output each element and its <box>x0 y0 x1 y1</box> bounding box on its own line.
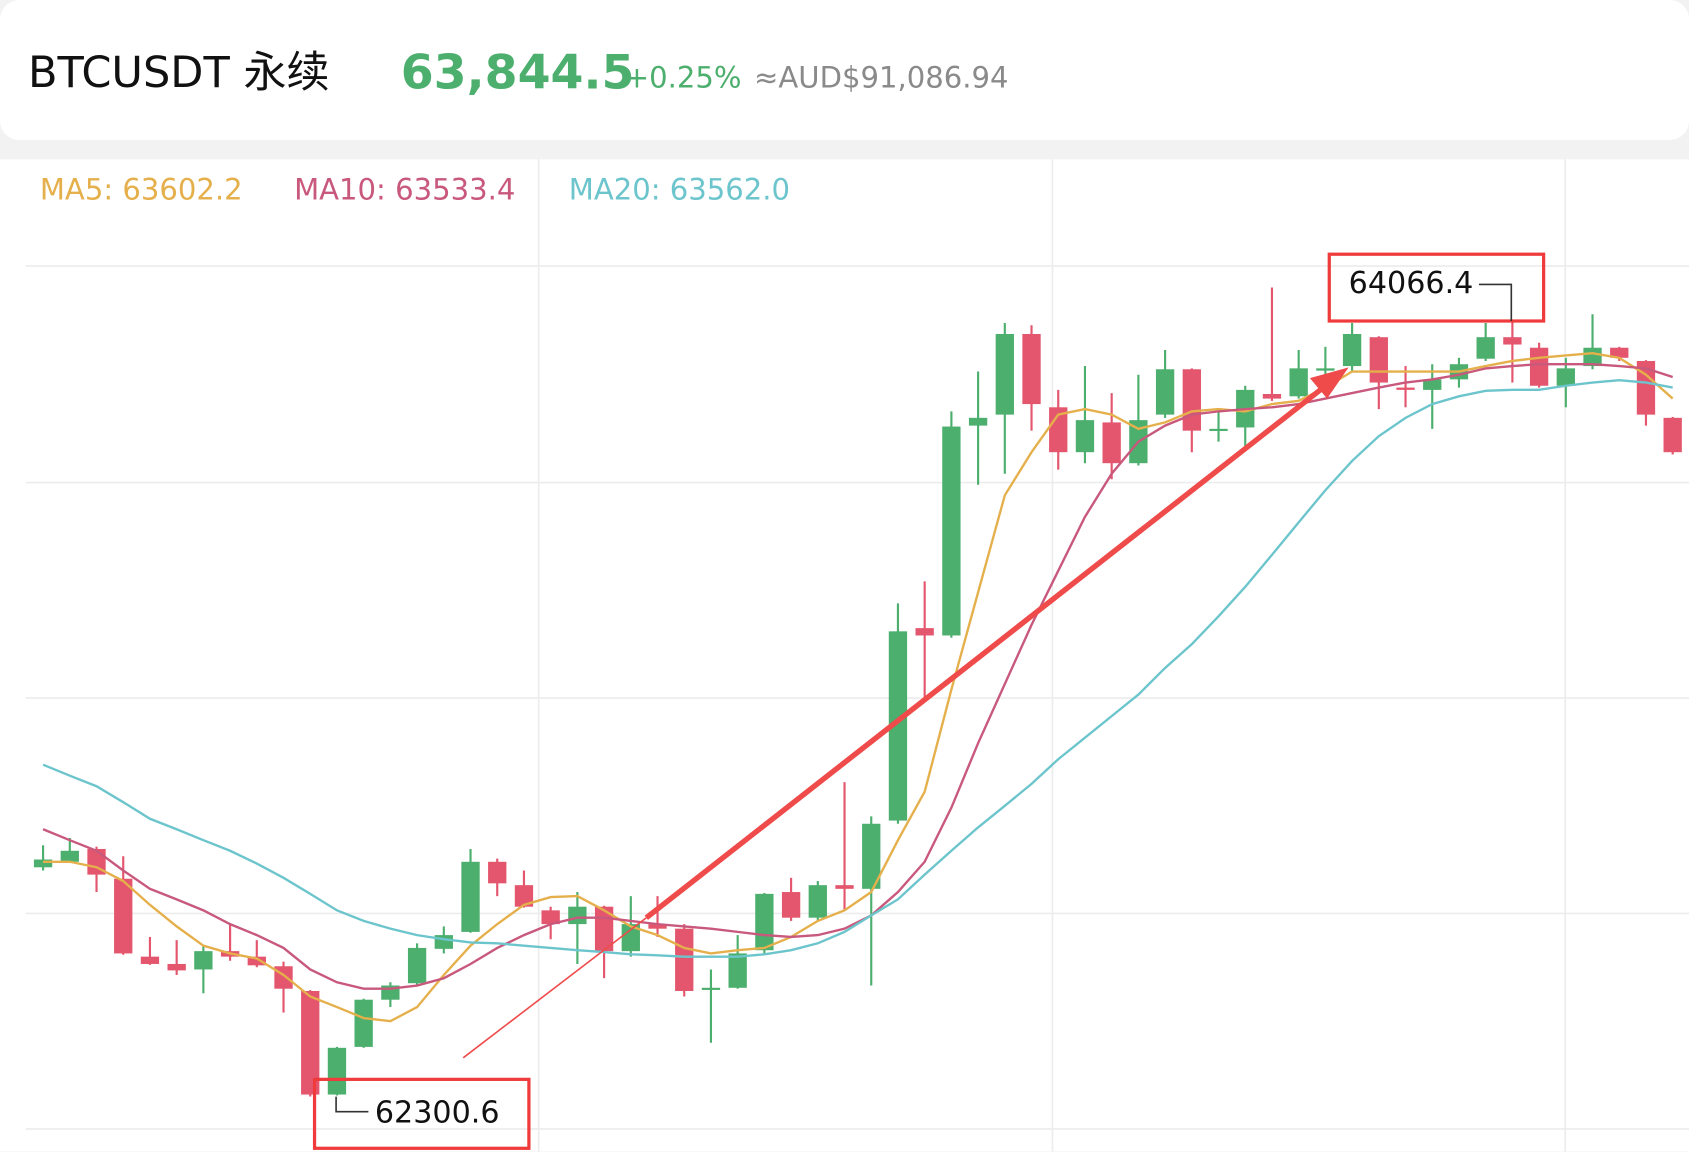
moving-average <box>42 379 1673 958</box>
candle-body <box>461 861 480 932</box>
candle-body <box>354 999 373 1047</box>
candle-body <box>1289 368 1308 397</box>
candle-body <box>755 893 774 951</box>
leader-line <box>335 1096 369 1113</box>
chart-card <box>0 159 1689 1152</box>
candle-body <box>301 990 320 1095</box>
moving-average <box>42 363 1674 990</box>
candle-body <box>247 956 266 966</box>
candle-body <box>701 987 721 990</box>
candle-body <box>1155 369 1175 415</box>
candle-body <box>1262 394 1282 399</box>
candle-body <box>568 906 587 925</box>
candle-body <box>1316 368 1335 371</box>
candle-body <box>968 417 988 426</box>
leader-line <box>1478 283 1513 322</box>
change: +0.25% <box>625 61 742 95</box>
low-annotation: 62300.6 <box>375 1095 500 1130</box>
moving-average <box>43 352 1674 1023</box>
candle-body <box>488 861 507 884</box>
candle-body <box>995 333 1014 415</box>
candle-body <box>1423 379 1442 390</box>
candle-body <box>1583 347 1602 367</box>
candle-body <box>915 628 934 636</box>
candle-body <box>1049 407 1068 453</box>
candle-body <box>675 928 694 991</box>
candle-body <box>1396 387 1415 390</box>
candle-body <box>407 947 427 984</box>
candle-body <box>648 924 667 929</box>
candle-body <box>140 956 160 964</box>
arrow-head <box>1309 367 1349 399</box>
legend-entry: MA10: 63533.4 <box>294 173 515 207</box>
candle-body <box>1102 422 1121 464</box>
candle-body <box>114 878 133 954</box>
candle-body <box>1503 337 1522 345</box>
candle-body <box>1022 333 1041 405</box>
candle-body <box>942 426 961 636</box>
annotations: 62300.6 64066.4 <box>312 252 1546 1150</box>
candle-body <box>541 910 560 925</box>
legend: MA5: 63602.2 MA10: 63533.4 MA20: 63562.0 <box>40 173 790 207</box>
candle-body <box>327 1047 347 1095</box>
candle-body <box>862 823 881 889</box>
candle-body <box>274 966 293 989</box>
annotation-box <box>312 1077 531 1150</box>
candle-body <box>60 850 79 862</box>
candle-body <box>835 885 854 889</box>
candle-body <box>194 951 213 970</box>
symbol: BTCUSDT 永续 <box>28 48 330 98</box>
candle-body <box>514 885 534 907</box>
candle-body <box>1476 337 1495 359</box>
candle-body <box>808 885 827 918</box>
arrow <box>644 382 1329 920</box>
converted-price: ≈AUD$91,086.94 <box>754 61 1008 95</box>
candle-body <box>728 953 747 988</box>
annotation-box <box>1327 252 1546 323</box>
candle-body <box>1556 368 1575 386</box>
candle-body <box>1182 369 1201 431</box>
candle-body <box>888 631 908 821</box>
candle-body <box>1075 420 1095 453</box>
header-card <box>0 0 1689 141</box>
arrow-tail <box>462 917 647 1059</box>
candle-body <box>1529 347 1549 386</box>
price[interactable]: 63,844.5 <box>401 45 635 100</box>
candle-body <box>1209 428 1228 431</box>
candle-body <box>621 924 640 952</box>
plot <box>33 287 1682 1097</box>
candle-body <box>781 892 801 918</box>
legend-entry: MA5: 63602.2 <box>40 173 243 207</box>
candle-body <box>167 963 186 971</box>
legend-entry: MA20: 63562.0 <box>569 173 790 207</box>
high-annotation: 64066.4 <box>1349 266 1474 301</box>
grid <box>25 159 1689 1152</box>
candle-body <box>33 859 53 868</box>
candle-body <box>1369 337 1388 383</box>
candle-body <box>1636 361 1656 415</box>
candle-body <box>1342 333 1362 367</box>
candle-body <box>1610 347 1629 358</box>
candle-body <box>1663 417 1682 453</box>
